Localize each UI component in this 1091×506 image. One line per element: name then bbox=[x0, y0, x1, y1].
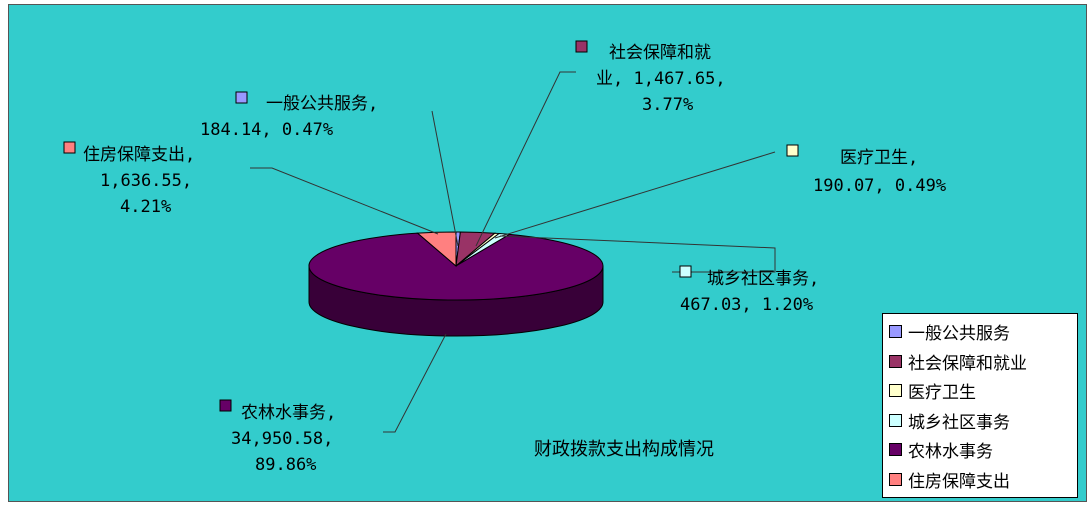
legend-swatch bbox=[889, 472, 902, 486]
leader-line bbox=[475, 71, 576, 247]
legend-item: 住房保障支出 bbox=[889, 465, 1077, 495]
data-label-text: 3.77% bbox=[642, 95, 693, 115]
legend-item: 城乡社区事务 bbox=[889, 406, 1077, 436]
data-label-text: 医疗卫生, bbox=[840, 148, 918, 168]
legend-swatch bbox=[889, 413, 902, 427]
legend-swatch bbox=[889, 384, 902, 398]
data-label-text: 农林水事务, bbox=[241, 403, 336, 423]
label-swatch bbox=[219, 399, 232, 412]
data-label-社会保障和就业: 社会保障和就业, 1,467.65, 3.77% bbox=[475, 40, 726, 247]
data-label-医疗卫生: 医疗卫生, 190.07, 0.49% bbox=[494, 144, 946, 239]
leader-line bbox=[494, 151, 776, 239]
label-swatch bbox=[235, 91, 248, 104]
data-label-农林水事务: 农林水事务, 34,950.58, 89.86% bbox=[219, 333, 447, 475]
data-label-text: 城乡社区事务, bbox=[707, 269, 819, 289]
data-label-text: 1,636.55, bbox=[100, 171, 192, 191]
legend-swatch bbox=[889, 354, 902, 368]
data-label-text: 社会保障和就 bbox=[609, 43, 711, 63]
pie-slice[interactable] bbox=[416, 231, 457, 268]
legend-item: 社会保障和就业 bbox=[889, 347, 1077, 377]
label-swatch bbox=[575, 40, 588, 53]
data-label-text: 业, 1,467.65, bbox=[596, 69, 726, 89]
legend: 一般公共服务 社会保障和就业 医疗卫生城乡社区事务 农林水事务住房保障支出 bbox=[882, 313, 1078, 498]
data-label-一般公共服务: 一般公共服务, 184.14, 0.47% bbox=[200, 91, 459, 247]
data-label-text: 34,950.58, bbox=[231, 429, 333, 449]
chart-title: 财政拨款支出构成情况 bbox=[534, 439, 714, 460]
leader-line bbox=[383, 333, 447, 433]
data-label-text: 190.07, 0.49% bbox=[813, 176, 946, 196]
legend-swatch bbox=[889, 443, 902, 457]
data-label-text: 467.03, 1.20% bbox=[680, 295, 813, 315]
legend-swatch bbox=[889, 325, 902, 339]
data-label-text: 4.21% bbox=[120, 197, 171, 217]
data-labels: 一般公共服务, 184.14, 0.47% 社会保障和就业, 1,467.65, 3.… bbox=[63, 40, 946, 475]
legend-item: 一般公共服务 bbox=[889, 317, 1077, 347]
legend-item: 农林水事务 bbox=[889, 435, 1077, 465]
legend-item: 医疗卫生 bbox=[889, 376, 1077, 406]
leader-line bbox=[250, 167, 439, 235]
leader-line bbox=[499, 235, 776, 273]
data-label-住房保障支出: 住房保障支出, 1,636.55, 4.21% bbox=[63, 141, 439, 235]
legend-label: 农林水事务 bbox=[908, 442, 993, 463]
label-swatch bbox=[786, 144, 799, 157]
legend-label: 一般公共服务 bbox=[908, 324, 1010, 345]
data-label-text: 住房保障支出, bbox=[83, 145, 195, 165]
legend-label: 医疗卫生 bbox=[908, 383, 976, 404]
legend-label: 城乡社区事务 bbox=[908, 412, 1010, 433]
legend-label: 社会保障和就业 bbox=[908, 353, 1027, 374]
label-swatch bbox=[63, 141, 76, 154]
data-label-text: 一般公共服务, bbox=[266, 94, 378, 114]
data-label-城乡社区事务: 城乡社区事务, 467.03, 1.20% bbox=[499, 235, 819, 315]
legend-label: 住房保障支出 bbox=[908, 471, 1010, 492]
data-label-text: 89.86% bbox=[255, 455, 316, 475]
pie-top bbox=[308, 231, 604, 301]
data-label-text: 184.14, 0.47% bbox=[200, 120, 333, 140]
leader-line bbox=[431, 110, 459, 247]
label-swatch bbox=[679, 265, 692, 278]
